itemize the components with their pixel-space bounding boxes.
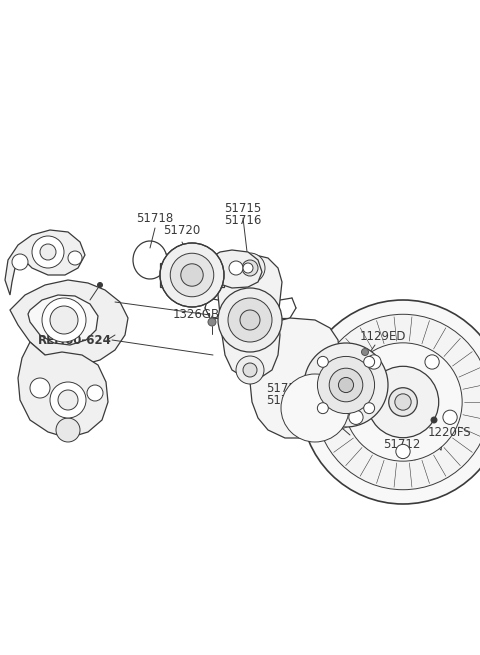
Circle shape: [317, 356, 374, 413]
Circle shape: [208, 318, 216, 326]
Text: 51750: 51750: [324, 403, 360, 417]
Circle shape: [304, 343, 388, 427]
Polygon shape: [5, 230, 85, 295]
Circle shape: [349, 410, 363, 424]
Circle shape: [97, 282, 103, 288]
Circle shape: [425, 355, 439, 369]
Text: 1129ED: 1129ED: [360, 331, 406, 343]
Polygon shape: [250, 318, 340, 438]
Circle shape: [56, 418, 80, 442]
Circle shape: [42, 298, 86, 342]
Circle shape: [315, 314, 480, 490]
Circle shape: [229, 261, 243, 275]
Polygon shape: [160, 263, 224, 287]
Polygon shape: [28, 295, 98, 345]
Circle shape: [317, 403, 328, 413]
Circle shape: [317, 356, 328, 367]
Text: 51755: 51755: [266, 381, 303, 394]
Circle shape: [395, 394, 411, 410]
Text: 51718: 51718: [136, 212, 174, 225]
Circle shape: [338, 377, 354, 392]
Text: 51715: 51715: [224, 202, 262, 214]
Circle shape: [240, 310, 260, 330]
Circle shape: [235, 253, 265, 283]
Circle shape: [170, 253, 214, 297]
Circle shape: [181, 264, 203, 286]
Circle shape: [361, 348, 369, 356]
Text: 51752: 51752: [317, 381, 355, 394]
Circle shape: [58, 390, 78, 410]
Circle shape: [301, 300, 480, 504]
Circle shape: [228, 298, 272, 342]
Circle shape: [344, 343, 462, 461]
Circle shape: [243, 263, 253, 273]
Circle shape: [329, 368, 363, 402]
Circle shape: [40, 244, 56, 260]
Circle shape: [160, 243, 224, 307]
Circle shape: [218, 288, 282, 352]
Circle shape: [364, 356, 374, 367]
Circle shape: [396, 444, 410, 458]
Circle shape: [367, 355, 381, 369]
Circle shape: [443, 410, 457, 424]
Polygon shape: [210, 250, 262, 288]
Text: 1326GB: 1326GB: [172, 307, 219, 320]
Circle shape: [12, 254, 28, 270]
Circle shape: [50, 382, 86, 418]
Polygon shape: [218, 255, 282, 378]
Polygon shape: [10, 280, 128, 365]
Circle shape: [87, 385, 103, 401]
Circle shape: [389, 388, 417, 417]
Circle shape: [68, 251, 82, 265]
Circle shape: [30, 378, 50, 398]
Circle shape: [431, 417, 437, 423]
Text: 51712: 51712: [384, 438, 420, 451]
Text: 51716: 51716: [224, 214, 262, 227]
Polygon shape: [18, 342, 108, 438]
Circle shape: [242, 260, 258, 276]
Circle shape: [243, 363, 257, 377]
Text: 1220FS: 1220FS: [427, 426, 471, 438]
Text: REF.60-624: REF.60-624: [38, 333, 112, 346]
Text: 51756: 51756: [266, 394, 304, 407]
Circle shape: [367, 366, 439, 438]
Text: 51720: 51720: [163, 223, 201, 236]
Circle shape: [32, 236, 64, 268]
Circle shape: [281, 374, 349, 442]
Circle shape: [50, 306, 78, 334]
Circle shape: [236, 356, 264, 384]
Circle shape: [364, 403, 374, 413]
